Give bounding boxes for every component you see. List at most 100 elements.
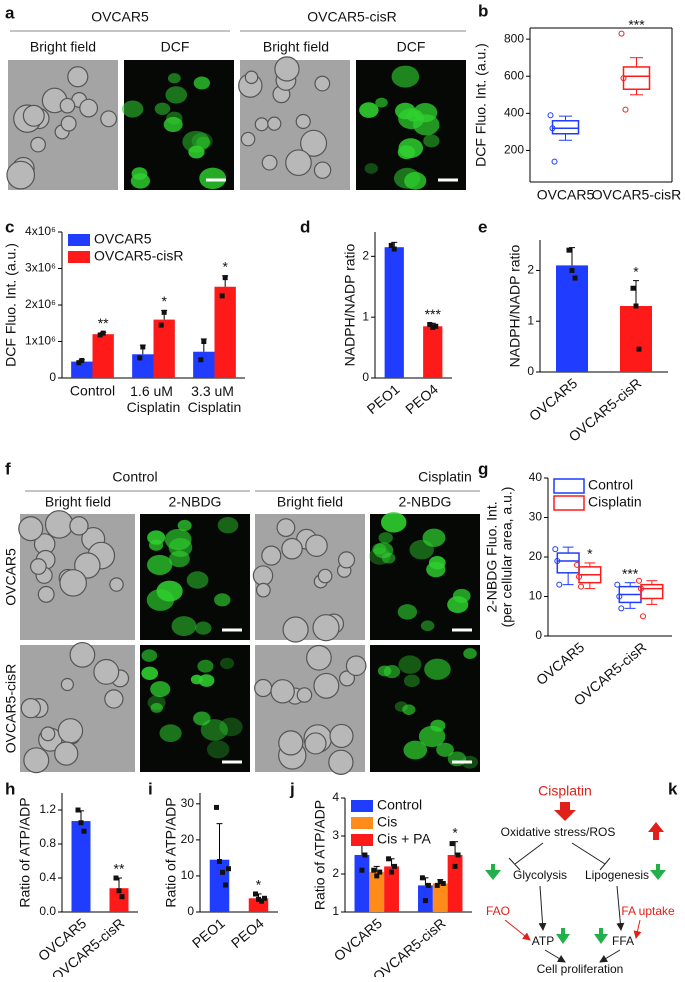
column-label: 2-NBDG <box>169 494 222 510</box>
data-point <box>440 881 446 886</box>
significance: ** <box>98 315 109 331</box>
data-point <box>214 804 219 810</box>
cell <box>29 558 47 575</box>
y-axis-label: Ratio of ATP/ADP <box>17 797 33 907</box>
column-label: 2-NBDG <box>399 494 452 510</box>
significance: * <box>222 259 228 275</box>
arrow <box>544 949 566 963</box>
cell <box>6 160 36 190</box>
cell <box>147 554 173 576</box>
data-point <box>217 859 222 865</box>
bar <box>132 354 154 378</box>
y-tick-label: 0 <box>535 628 542 642</box>
data-point <box>100 330 106 336</box>
group-label: Control <box>112 469 157 485</box>
y-tick-label: 30 <box>181 796 195 810</box>
cell <box>37 585 55 603</box>
data-point <box>113 875 119 881</box>
cell <box>402 704 416 715</box>
data-point <box>437 879 443 885</box>
significance: *** <box>425 306 442 322</box>
node: FAO <box>486 904 510 918</box>
y-axis-label: DCF Fluo. Int. (a.u.) <box>3 243 19 367</box>
data-point <box>640 613 646 620</box>
panel-letter: d <box>300 217 310 236</box>
data-point <box>220 869 225 875</box>
data-point <box>119 894 125 900</box>
bar <box>423 326 443 378</box>
cell <box>267 116 282 131</box>
data-point <box>433 323 439 329</box>
cell <box>167 73 181 84</box>
data-point <box>630 285 636 291</box>
cell <box>159 724 182 743</box>
y-tick-label: 1 <box>332 904 339 918</box>
y-axis-label: DCF Fluo. Int. (a.u.) <box>473 43 489 167</box>
box <box>551 120 580 135</box>
column-label: DCF <box>397 39 426 55</box>
arrow <box>648 822 664 840</box>
legend-swatch <box>351 817 373 829</box>
cell <box>93 658 120 685</box>
data-point <box>572 275 578 281</box>
inhibit-bar <box>508 857 521 871</box>
y-tick-label: 20 <box>529 549 543 563</box>
cell <box>261 154 278 171</box>
data-point <box>633 303 639 309</box>
y-axis-label: NADPH/NADP ratio <box>507 244 523 367</box>
legend-label: OVCAR5-cisR <box>94 248 183 264</box>
y-tick-label: 0.0 <box>39 904 56 918</box>
cell <box>171 616 197 636</box>
panel-letter: a <box>5 3 15 22</box>
data-point <box>566 247 572 253</box>
cell <box>305 534 328 557</box>
bar <box>109 888 129 912</box>
column-label: Bright field <box>263 39 329 55</box>
significance: *** <box>622 565 639 581</box>
significance: * <box>633 263 639 279</box>
data-point <box>222 275 228 281</box>
data-point <box>551 158 558 165</box>
y-tick-label: 4x10⁶ <box>25 224 56 238</box>
node: Cell proliferation <box>537 962 624 976</box>
y-tick-label: 0 <box>49 370 56 384</box>
cell <box>398 138 424 158</box>
cell <box>23 747 50 774</box>
data-point <box>198 357 204 363</box>
cell <box>79 98 99 118</box>
legend-label: Control <box>588 477 633 493</box>
cell <box>252 565 274 586</box>
node: Oxidative stress/ROS <box>501 825 616 839</box>
cell <box>193 711 211 726</box>
y-tick-label: 3 <box>332 828 339 842</box>
cell <box>130 173 151 189</box>
data-point <box>386 856 392 862</box>
cell <box>163 116 183 133</box>
y-tick-label: 2 <box>332 866 339 880</box>
data-point <box>574 561 580 568</box>
panel-letter: g <box>478 459 488 478</box>
cell <box>254 678 273 698</box>
legend-label: Cis <box>377 814 397 830</box>
cell <box>403 740 428 760</box>
cell <box>296 687 313 703</box>
arrow <box>616 885 625 931</box>
data-point <box>362 852 368 858</box>
cell <box>195 621 212 635</box>
y-axis-label: NADPH/NADP ratio <box>342 243 358 366</box>
arrow <box>554 802 576 821</box>
legend-swatch <box>351 800 373 812</box>
y-tick-label: 2 <box>362 249 369 263</box>
cell <box>380 512 407 533</box>
data-point <box>576 573 582 580</box>
cell <box>306 644 332 671</box>
cell <box>67 66 89 88</box>
data-point <box>81 828 87 834</box>
cell <box>166 111 183 125</box>
x-tick-label: 1.6 uM Cisplatin <box>127 383 181 415</box>
arrow <box>485 864 501 880</box>
cell <box>420 620 435 632</box>
cell <box>217 516 239 534</box>
cell <box>295 113 311 130</box>
cell <box>452 588 471 604</box>
